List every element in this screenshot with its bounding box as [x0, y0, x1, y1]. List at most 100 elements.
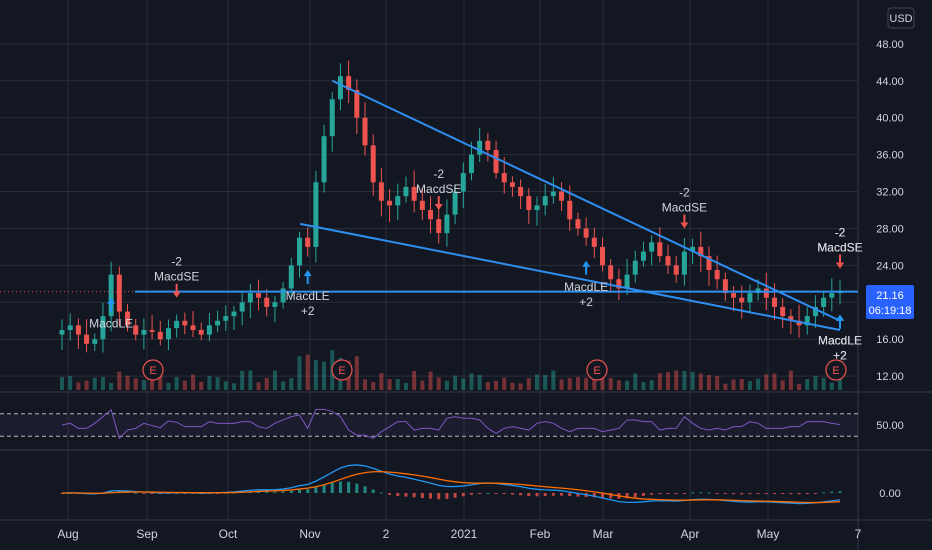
candle[interactable] — [444, 199, 450, 247]
candle[interactable] — [362, 102, 368, 156]
candle[interactable] — [747, 284, 753, 312]
candle[interactable] — [788, 309, 794, 335]
candle[interactable] — [665, 244, 671, 275]
candle[interactable] — [624, 259, 630, 296]
candle[interactable] — [698, 231, 704, 273]
candle[interactable] — [272, 295, 278, 323]
earnings-marker[interactable]: E — [825, 359, 847, 381]
candle[interactable] — [256, 279, 262, 311]
earnings-marker[interactable]: E — [142, 359, 164, 381]
candle[interactable] — [280, 282, 286, 309]
rsi-line[interactable] — [61, 408, 841, 440]
candle[interactable] — [526, 188, 532, 224]
candle[interactable] — [812, 295, 818, 328]
resistance-trendline[interactable] — [331, 79, 841, 322]
candle[interactable] — [182, 312, 188, 335]
candle[interactable] — [731, 286, 737, 312]
macd-panel[interactable]: 0.00 — [60, 464, 901, 505]
candle[interactable] — [477, 127, 483, 163]
candle[interactable] — [534, 196, 540, 226]
candle[interactable] — [174, 314, 180, 338]
candle[interactable] — [640, 241, 646, 267]
candle[interactable] — [403, 176, 409, 203]
candle[interactable] — [518, 179, 524, 209]
candlesticks[interactable] — [59, 60, 843, 353]
candle[interactable] — [780, 298, 786, 329]
rsi-panel[interactable]: 50.00 — [0, 408, 904, 440]
candle[interactable] — [305, 227, 311, 257]
candle[interactable] — [714, 255, 720, 290]
candle[interactable] — [223, 305, 229, 331]
candle[interactable] — [436, 208, 442, 244]
candle[interactable] — [337, 63, 343, 111]
candle[interactable] — [550, 176, 556, 204]
candle[interactable] — [108, 261, 114, 332]
currency-badge[interactable] — [887, 7, 915, 29]
candle[interactable] — [485, 133, 491, 162]
candle[interactable] — [206, 312, 212, 342]
candle[interactable] — [67, 313, 73, 341]
candle[interactable] — [591, 227, 597, 259]
candle[interactable] — [829, 278, 835, 312]
candle[interactable] — [428, 196, 434, 234]
candle[interactable] — [411, 170, 417, 213]
candle[interactable] — [608, 259, 614, 293]
time-axis[interactable]: Aug Sep Oct Nov 2 2021 Feb Mar Apr May 7 — [57, 527, 861, 541]
candle[interactable] — [493, 140, 499, 179]
candle[interactable] — [542, 183, 548, 216]
candle[interactable] — [296, 231, 302, 278]
candle[interactable] — [116, 266, 122, 327]
candle[interactable] — [247, 283, 253, 319]
candle[interactable] — [395, 183, 401, 221]
earnings-marker[interactable]: E — [331, 359, 353, 381]
candle[interactable] — [231, 305, 237, 331]
candle[interactable] — [468, 141, 474, 181]
trendlines[interactable] — [0, 79, 858, 331]
candle[interactable] — [804, 306, 810, 335]
candle[interactable] — [681, 237, 687, 286]
candle[interactable] — [370, 134, 376, 196]
candle[interactable] — [600, 237, 606, 272]
candle[interactable] — [657, 227, 663, 263]
candle[interactable] — [149, 315, 155, 339]
candle[interactable] — [100, 302, 106, 353]
candle[interactable] — [706, 246, 712, 287]
candle[interactable] — [583, 217, 589, 247]
candle[interactable] — [559, 182, 565, 211]
candle[interactable] — [354, 79, 360, 134]
candle[interactable] — [321, 124, 327, 193]
candle[interactable] — [84, 319, 90, 353]
candle[interactable] — [452, 185, 458, 225]
earnings-marker[interactable]: E — [586, 359, 608, 381]
candle[interactable] — [649, 235, 655, 266]
candle[interactable] — [313, 170, 319, 263]
candle[interactable] — [673, 256, 679, 283]
candle[interactable] — [378, 168, 384, 217]
candle[interactable] — [133, 318, 139, 341]
candle[interactable] — [346, 60, 352, 104]
candle[interactable] — [215, 310, 221, 333]
candle[interactable] — [141, 318, 147, 350]
candle[interactable] — [264, 289, 270, 317]
candle[interactable] — [387, 189, 393, 222]
candle[interactable] — [509, 176, 515, 197]
candle[interactable] — [722, 272, 728, 301]
candle[interactable] — [125, 304, 131, 332]
candle[interactable] — [460, 162, 466, 209]
support-trendline[interactable] — [299, 222, 841, 331]
candle[interactable] — [75, 318, 81, 349]
candle[interactable] — [616, 268, 622, 301]
candle[interactable] — [198, 322, 204, 341]
candle[interactable] — [419, 188, 425, 220]
candle[interactable] — [632, 250, 638, 283]
price-axis[interactable]: 48.0044.0040.0036.0032.0028.0024.0020.00… — [876, 39, 904, 383]
candle[interactable] — [239, 291, 245, 326]
macd-signal-line[interactable] — [61, 471, 841, 504]
candle[interactable] — [329, 92, 335, 152]
candle[interactable] — [190, 311, 196, 338]
candle[interactable] — [92, 333, 98, 352]
candle[interactable] — [165, 319, 171, 351]
candle[interactable] — [157, 320, 163, 346]
